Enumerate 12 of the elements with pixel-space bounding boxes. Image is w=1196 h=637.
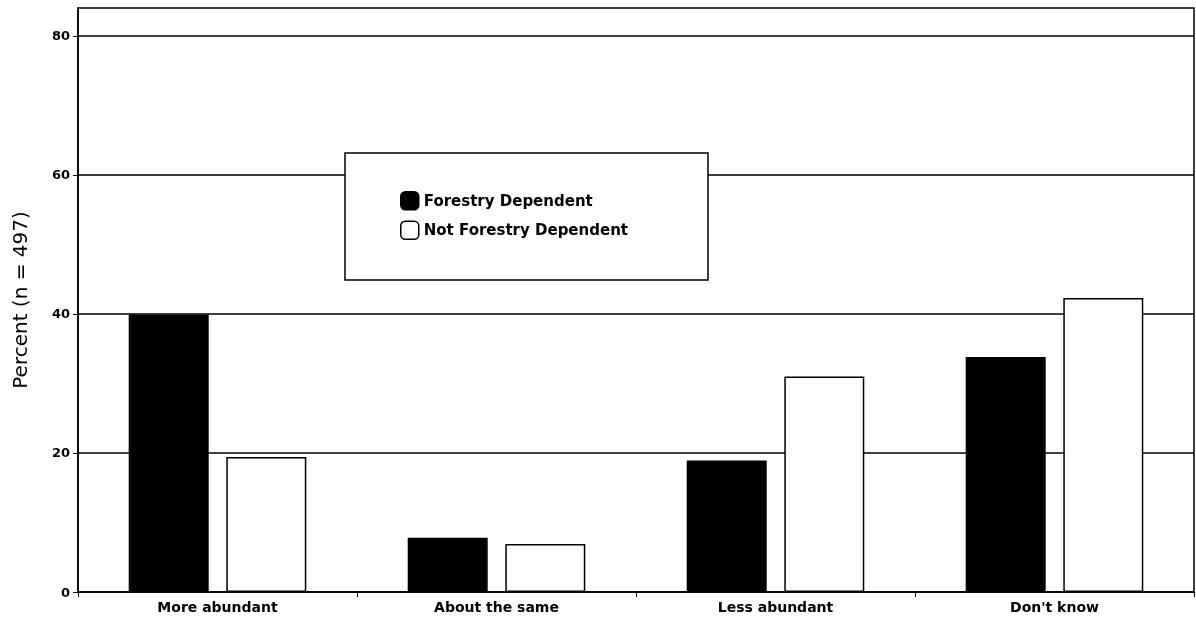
x-tick-label: Less abundant [717, 599, 834, 615]
y-tick-label: 0 [60, 584, 70, 600]
y-tick-label: 40 [51, 306, 70, 322]
x-tick-label: Don't know [1010, 599, 1100, 615]
y-tick-label: 80 [51, 28, 70, 44]
y-tick-label: 60 [51, 167, 70, 183]
y-tick-label: 20 [51, 445, 70, 461]
x-tick-label: About the same [434, 599, 559, 615]
legend-label: Not Forestry Dependent [423, 221, 628, 240]
y-axis-title: Percent (n = 497) [8, 211, 32, 389]
x-tick-label: More abundant [157, 599, 278, 615]
legend-label: Forestry Dependent [423, 191, 593, 210]
